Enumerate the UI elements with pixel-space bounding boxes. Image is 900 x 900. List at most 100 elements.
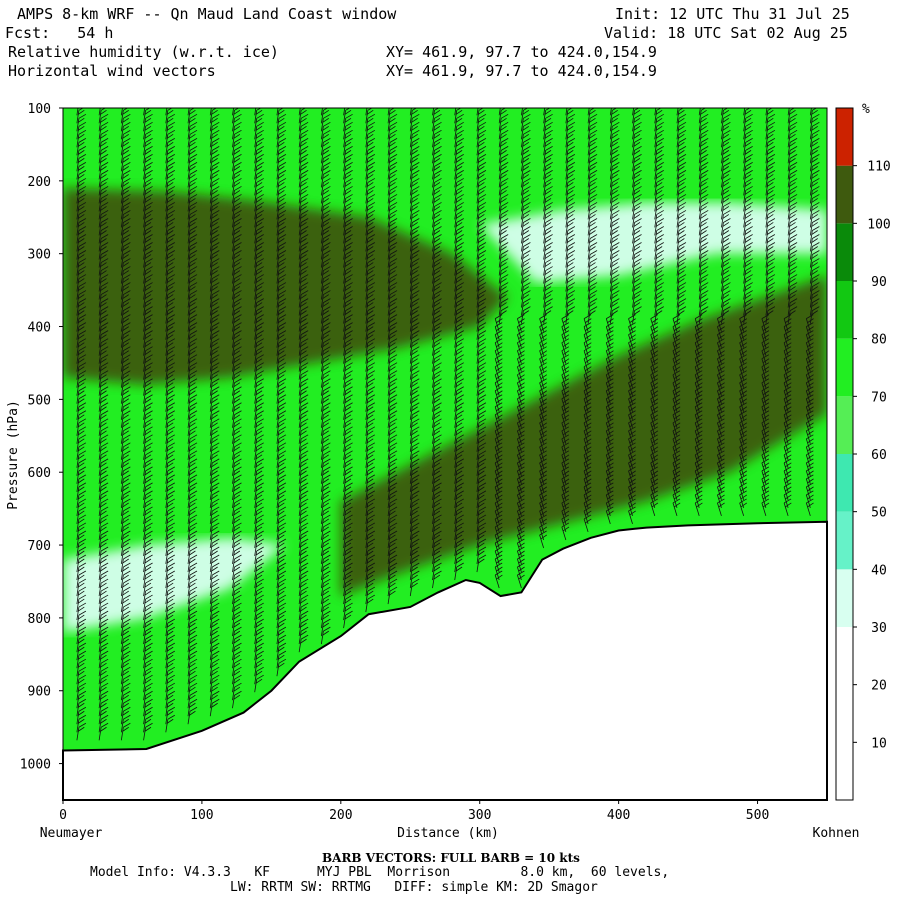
wind-barb	[343, 154, 353, 172]
wind-barb	[232, 402, 242, 420]
wind-barb	[143, 562, 153, 581]
wind-barb	[120, 194, 131, 212]
wind-barb	[232, 554, 242, 573]
wind-barb	[98, 458, 109, 476]
colorbar-tick-label: 100	[867, 217, 890, 232]
wind-barb	[98, 378, 109, 396]
wind-barb	[76, 266, 87, 284]
wind-barb	[165, 674, 175, 693]
wind-barb	[76, 138, 87, 156]
wind-barb	[320, 362, 331, 380]
wind-barb	[209, 546, 220, 565]
wind-barb	[276, 362, 287, 380]
wind-barb	[276, 658, 287, 677]
wind-barb	[98, 108, 101, 116]
wind-barb	[209, 186, 220, 204]
wind-barb	[76, 482, 87, 500]
wind-barb	[76, 354, 87, 372]
wind-barb	[209, 626, 220, 645]
wind-barb	[187, 578, 198, 597]
wind-barb	[232, 210, 242, 228]
wind-barb	[209, 458, 220, 476]
wind-barb	[254, 418, 264, 436]
wind-barb	[343, 218, 353, 236]
field-label: Relative humidity (w.r.t. ice)	[8, 43, 279, 61]
wind-barb	[98, 386, 109, 404]
wind-barb	[254, 482, 264, 500]
wind-barb	[343, 282, 353, 300]
wind-barb	[232, 146, 242, 164]
wind-barb	[165, 466, 175, 484]
wind-barb	[98, 674, 109, 693]
wind-barb	[276, 418, 287, 436]
wind-barb	[98, 698, 109, 717]
colorbar: 10 20 30 40 50 60 70 80 90 100 110	[835, 107, 891, 801]
wind-barb	[76, 154, 87, 172]
wind-barb	[120, 234, 131, 252]
wind-barb	[320, 594, 331, 613]
wind-barb	[143, 202, 153, 220]
wind-barb	[276, 386, 287, 404]
model-info-line-1: Model Info: V4.3.3 KF MYJ PBL Morrison 8…	[90, 865, 670, 880]
wind-barb	[120, 266, 131, 284]
wind-barb	[276, 466, 287, 484]
wind-barb	[120, 346, 131, 364]
wind-barb	[232, 538, 242, 557]
colorbar-tick-label: 20	[871, 679, 887, 694]
wind-barb	[120, 202, 131, 220]
wind-barb	[232, 258, 242, 276]
y-tick-label: 100	[28, 102, 51, 117]
wind-barb	[298, 490, 309, 508]
wind-barb	[343, 186, 353, 204]
wind-barb	[187, 370, 198, 388]
wind-barb	[120, 226, 131, 244]
wind-barb	[320, 186, 331, 204]
wind-barb	[232, 674, 242, 693]
wind-barb	[320, 170, 331, 188]
wind-barb	[298, 146, 309, 164]
wind-barb	[76, 298, 87, 316]
wind-barb	[120, 642, 131, 661]
wind-barb	[232, 290, 242, 308]
wind-barb	[209, 578, 220, 597]
wind-barb	[76, 186, 87, 204]
wind-barb	[320, 418, 331, 436]
wind-barb	[165, 178, 175, 196]
wind-barb	[276, 530, 287, 549]
wind-barb	[232, 602, 242, 621]
wind-barb	[187, 490, 198, 508]
wind-barb	[232, 546, 242, 565]
wind-barb	[298, 282, 309, 300]
wind-barb	[120, 322, 131, 340]
wind-barb	[298, 354, 309, 372]
wind-barb	[209, 108, 212, 116]
wind-barb	[120, 129, 131, 148]
wind-barb	[165, 642, 175, 661]
wind-barb	[143, 234, 153, 252]
wind-barb	[232, 618, 242, 637]
wind-barb	[320, 602, 331, 621]
wind-barb	[76, 282, 87, 300]
wind-barb	[120, 338, 131, 356]
wind-barb	[143, 530, 153, 549]
wind-barb	[120, 250, 131, 268]
wind-barb	[232, 314, 242, 332]
wind-barb	[187, 282, 198, 300]
wind-barb	[298, 234, 309, 252]
wind-barb	[298, 242, 309, 260]
wind-barb	[187, 218, 198, 236]
wind-barb	[98, 450, 109, 468]
wind-barb	[76, 626, 87, 645]
wind-barb	[76, 658, 87, 677]
wind-barb	[209, 498, 220, 516]
x-tick-label: 200	[329, 808, 352, 823]
wind-barb	[143, 186, 153, 204]
wind-barb	[187, 474, 198, 492]
wind-barb	[76, 578, 87, 597]
wind-barb	[209, 666, 220, 685]
wind-barb	[298, 250, 309, 268]
wind-barb	[98, 498, 109, 516]
wind-barb	[120, 466, 131, 484]
wind-barb	[298, 298, 309, 316]
wind-barb	[276, 442, 287, 460]
